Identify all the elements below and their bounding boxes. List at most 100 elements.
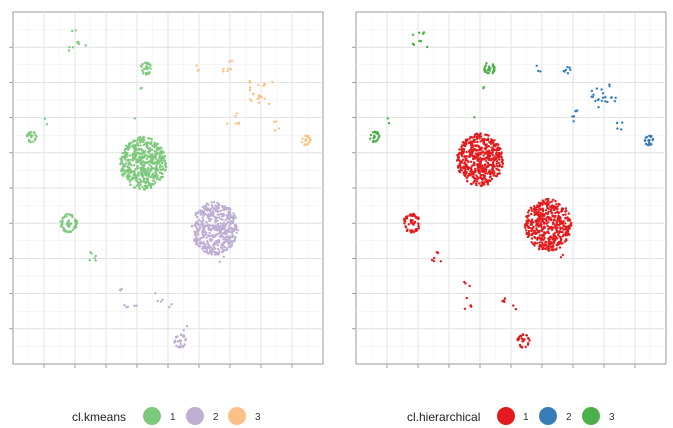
data-point — [471, 164, 474, 167]
data-point — [121, 162, 125, 166]
data-point — [218, 260, 221, 263]
data-point — [404, 225, 408, 229]
data-point — [478, 182, 481, 185]
data-point — [152, 179, 155, 182]
data-point — [460, 145, 463, 149]
data-point — [201, 233, 204, 236]
data-point — [67, 219, 71, 222]
data-point — [159, 300, 163, 303]
data-point — [478, 148, 481, 152]
data-point — [546, 248, 550, 251]
data-point — [146, 171, 149, 174]
data-point — [565, 238, 568, 241]
data-point — [469, 160, 473, 163]
data-point — [34, 133, 37, 136]
data-point — [222, 255, 225, 258]
data-point — [476, 180, 479, 183]
data-point — [495, 153, 498, 156]
data-point — [549, 208, 553, 211]
data-point — [534, 212, 537, 215]
legend-kmeans-label-1: 1 — [170, 412, 176, 423]
data-point — [373, 140, 376, 143]
data-point — [139, 183, 142, 187]
data-point — [535, 221, 538, 224]
data-point — [458, 151, 461, 155]
data-point — [539, 211, 542, 214]
data-point — [473, 138, 476, 142]
data-point — [547, 199, 550, 203]
data-point — [131, 140, 135, 144]
data-point — [141, 140, 145, 144]
data-point — [153, 175, 157, 179]
data-point — [558, 216, 562, 219]
data-point — [465, 296, 468, 300]
data-point — [141, 62, 144, 66]
data-point — [144, 171, 147, 174]
data-point — [473, 161, 476, 165]
data-point — [475, 177, 479, 181]
data-point — [492, 156, 495, 160]
data-point — [614, 96, 617, 100]
data-point — [229, 222, 232, 226]
data-point — [179, 339, 182, 343]
data-point — [139, 136, 142, 139]
data-point — [234, 115, 237, 118]
data-point — [125, 162, 128, 165]
data-point — [478, 137, 481, 140]
cluster-2-scatter — [571, 109, 579, 123]
data-point — [475, 136, 478, 140]
data-point — [231, 216, 234, 220]
data-point — [119, 163, 122, 166]
data-point — [232, 230, 235, 233]
data-point — [551, 215, 554, 218]
data-point — [570, 221, 573, 225]
data-point — [464, 140, 467, 143]
data-point — [491, 141, 494, 144]
data-point — [559, 236, 562, 239]
data-point — [463, 148, 466, 151]
data-point — [94, 259, 97, 262]
data-point — [405, 229, 409, 233]
data-point — [555, 230, 558, 234]
data-point — [140, 156, 143, 159]
data-point — [568, 66, 571, 69]
data-point — [272, 120, 276, 124]
data-point — [221, 248, 224, 251]
data-point — [552, 241, 556, 244]
data-point — [139, 181, 142, 184]
data-point — [123, 149, 126, 152]
data-point — [224, 206, 228, 209]
data-point — [432, 260, 436, 263]
data-point — [545, 246, 548, 250]
data-point — [644, 139, 647, 143]
data-point — [125, 153, 129, 156]
data-point — [564, 222, 567, 225]
data-point — [376, 137, 380, 141]
data-point — [222, 67, 225, 71]
data-point — [494, 157, 498, 161]
data-point — [536, 236, 540, 240]
data-point — [484, 148, 487, 151]
data-point — [120, 160, 123, 163]
data-point — [543, 217, 546, 221]
panel-hierarchical-points — [369, 31, 655, 349]
data-point — [197, 244, 200, 247]
data-point — [194, 234, 197, 238]
data-point — [149, 64, 152, 67]
data-point — [489, 152, 492, 155]
data-point — [486, 161, 490, 165]
data-point — [535, 205, 539, 209]
data-point — [275, 120, 278, 123]
data-point — [197, 232, 200, 235]
data-point — [160, 158, 163, 161]
data-point — [65, 212, 69, 216]
data-point — [152, 183, 155, 186]
data-point — [35, 135, 38, 138]
data-point — [129, 183, 132, 186]
data-point — [497, 151, 501, 155]
data-point — [133, 164, 136, 167]
data-point — [213, 234, 217, 237]
data-point — [130, 178, 133, 181]
data-point — [503, 297, 507, 300]
data-point — [538, 241, 541, 244]
